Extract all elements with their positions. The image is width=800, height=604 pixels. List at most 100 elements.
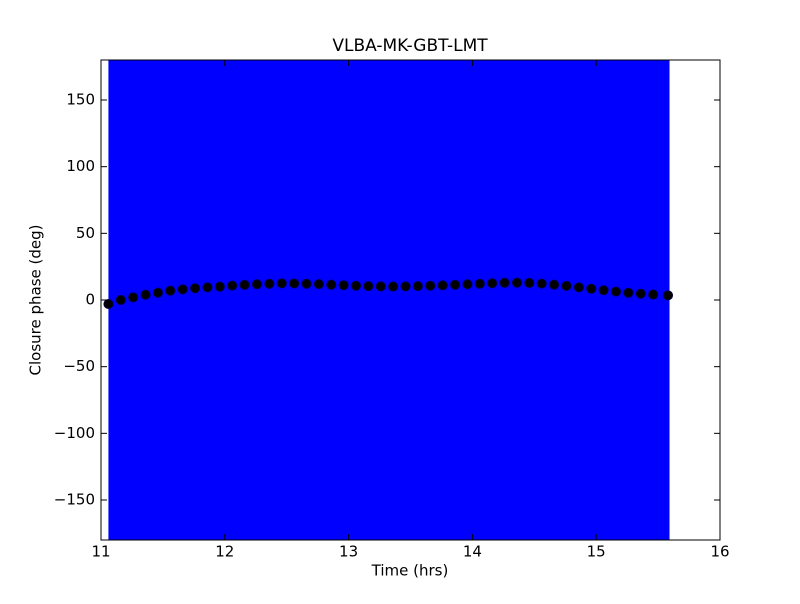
- data-point: [251, 279, 262, 290]
- data-point: [400, 281, 411, 292]
- x-tick-label: 14: [463, 543, 482, 561]
- error-bar: [294, 60, 308, 540]
- data-point: [190, 283, 201, 294]
- error-bar: [331, 60, 345, 540]
- error-bar: [467, 60, 481, 540]
- error-bar: [244, 60, 258, 540]
- error-bar: [529, 60, 543, 540]
- data-point: [450, 279, 461, 290]
- data-point: [363, 281, 374, 292]
- data-point: [499, 277, 510, 288]
- error-bar: [393, 60, 407, 540]
- data-point: [227, 280, 238, 291]
- data-point: [115, 295, 126, 305]
- error-bar: [442, 60, 456, 540]
- data-point: [586, 283, 597, 294]
- error-bar: [578, 60, 592, 540]
- error-bar: [516, 60, 530, 540]
- data-point: [412, 281, 423, 292]
- data-point: [351, 280, 362, 291]
- y-tick-label: −50: [63, 357, 95, 375]
- data-point: [375, 281, 386, 292]
- error-bar: [479, 60, 493, 540]
- data-point: [635, 288, 646, 299]
- error-bar: [405, 60, 419, 540]
- error-bar: [591, 60, 605, 540]
- data-point: [623, 287, 634, 298]
- error-bar: [207, 60, 221, 540]
- error-bar: [628, 60, 642, 540]
- y-tick-label: 150: [66, 91, 95, 109]
- error-bar: [306, 60, 320, 540]
- data-point: [536, 278, 547, 289]
- error-bar: [256, 60, 270, 540]
- data-point: [128, 292, 139, 303]
- error-bar: [541, 60, 555, 540]
- y-tick-label: 50: [76, 224, 95, 242]
- data-point: [239, 279, 250, 290]
- error-bar: [182, 60, 196, 540]
- error-bar: [566, 60, 580, 540]
- error-bar: [356, 60, 369, 540]
- error-bar: [380, 60, 394, 540]
- data-point: [202, 282, 213, 293]
- error-bar: [157, 60, 171, 540]
- x-tick-label: 12: [215, 543, 234, 561]
- data-point: [437, 280, 448, 291]
- x-tick-label: 15: [587, 543, 606, 561]
- error-bar: [281, 60, 295, 540]
- data-point: [663, 290, 674, 301]
- data-point: [301, 278, 312, 289]
- data-point: [313, 279, 324, 290]
- error-bar: [219, 60, 233, 540]
- error-bar: [492, 60, 506, 540]
- data-point: [524, 277, 535, 288]
- data-point: [511, 277, 522, 288]
- error-bar: [368, 60, 382, 540]
- data-point: [177, 284, 188, 295]
- data-point: [165, 285, 176, 296]
- x-tick-label: 16: [710, 543, 729, 561]
- error-bar: [455, 60, 468, 540]
- error-bar: [318, 60, 332, 540]
- error-bar: [417, 60, 431, 540]
- data-point: [474, 278, 485, 289]
- data-point: [462, 279, 473, 290]
- data-point: [338, 280, 349, 291]
- data-point: [326, 279, 337, 290]
- data-point: [425, 280, 436, 291]
- error-bar: [133, 60, 147, 540]
- error-bar: [603, 60, 617, 540]
- y-tick-label: −100: [54, 424, 95, 442]
- error-bar: [653, 60, 669, 540]
- data-point: [598, 285, 609, 296]
- data-point: [264, 278, 275, 289]
- error-bar: [554, 60, 567, 540]
- data-point: [214, 281, 225, 292]
- data-point: [648, 289, 659, 300]
- error-bar: [170, 60, 184, 540]
- error-bar: [269, 60, 283, 540]
- x-axis-label: Time (hrs): [371, 562, 449, 580]
- error-bar: [616, 60, 629, 540]
- error-bar: [640, 60, 654, 540]
- data-point: [561, 280, 572, 291]
- error-bar: [145, 60, 159, 540]
- data-point: [289, 278, 300, 289]
- data-point: [549, 279, 560, 290]
- error-bar: [504, 60, 518, 540]
- error-bar: [343, 60, 357, 540]
- error-bar: [108, 60, 122, 540]
- x-tick-label: 11: [91, 543, 110, 561]
- error-bar: [430, 60, 444, 540]
- x-tick-label: 13: [339, 543, 358, 561]
- plot-area: [108, 60, 670, 540]
- data-point: [611, 286, 622, 297]
- error-bar: [195, 60, 208, 540]
- data-point: [103, 299, 114, 309]
- y-tick-label: 0: [85, 291, 95, 309]
- y-tick-label: 100: [66, 157, 95, 175]
- error-bar: [232, 60, 246, 540]
- chart-title: VLBA-MK-GBT-LMT: [332, 36, 488, 56]
- data-point: [140, 289, 151, 300]
